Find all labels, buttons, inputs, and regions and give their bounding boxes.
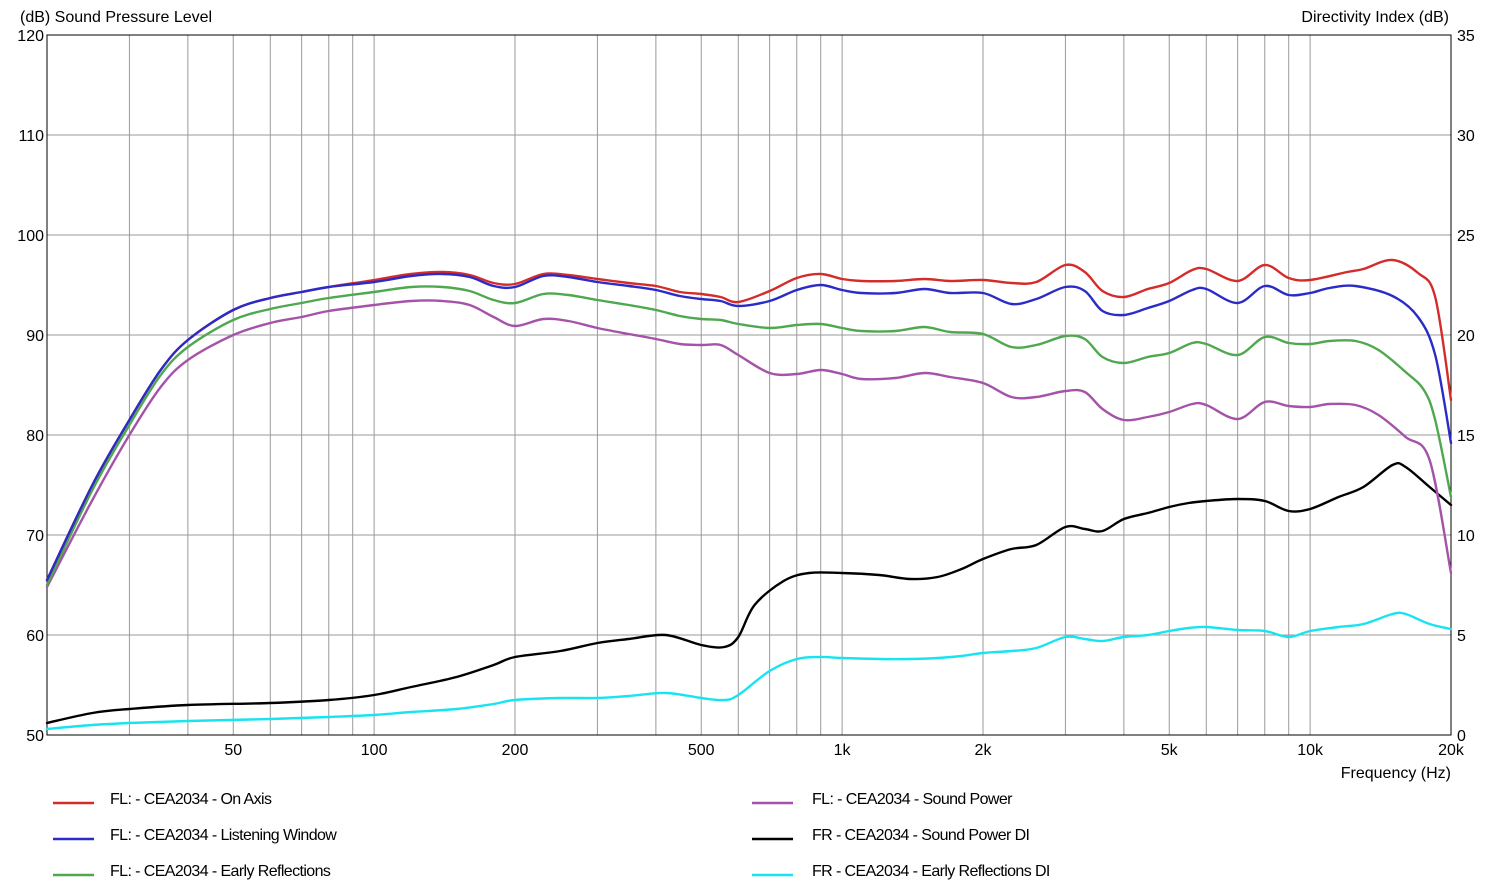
y-left-tick-label: 110	[18, 128, 44, 145]
legend-label: FL: - CEA2034 - Listening Window	[110, 827, 337, 844]
series-line-3	[45, 299, 1453, 589]
series-line-4	[45, 462, 1453, 725]
y-right-tick-label: 25	[1457, 228, 1475, 245]
series-line-2	[45, 285, 1453, 587]
y-right-tick-label: 35	[1457, 28, 1475, 45]
y-left-tick-label: 100	[17, 228, 44, 245]
y-right-tick-label: 15	[1457, 428, 1475, 445]
y-left-tick-label: 90	[26, 328, 44, 345]
y-left-tick-label: 120	[17, 28, 44, 45]
x-tick-label: 50	[224, 742, 242, 759]
legend: FL: - CEA2034 - On Axis FL: - CEA2034 - L…	[53, 791, 1050, 880]
x-tick-label: 500	[688, 742, 715, 759]
x-tick-label: 20k	[1438, 742, 1465, 759]
plot-frame	[46, 34, 1452, 736]
y-left-axis-label: (dB) Sound Pressure Level	[20, 9, 212, 26]
legend-label: FL: - CEA2034 - On Axis	[110, 791, 272, 808]
x-tick-label: 10k	[1297, 742, 1324, 759]
series-line-5	[45, 611, 1453, 731]
series-lines	[45, 258, 1453, 731]
x-tick-label: 1k	[834, 742, 852, 759]
x-tick-label: 5k	[1161, 742, 1179, 759]
y-left-tick-label: 60	[26, 628, 44, 645]
legend-label: FL: - CEA2034 - Sound Power	[812, 791, 1013, 808]
y-right-tick-label: 30	[1457, 128, 1475, 145]
y-right-tick-label: 0	[1457, 728, 1466, 745]
y-right-tick-label: 10	[1457, 528, 1475, 545]
x-axis-label: Frequency (Hz)	[1341, 765, 1451, 782]
x-tick-label: 100	[361, 742, 388, 759]
y-left-tick-label: 50	[26, 728, 44, 745]
x-tick-label: 200	[502, 742, 529, 759]
series-line-1	[45, 272, 1453, 582]
y-right-tick-label: 20	[1457, 328, 1475, 345]
y-right-axis-label: Directivity Index (dB)	[1301, 9, 1449, 26]
y-left-tick-label: 80	[26, 428, 44, 445]
legend-label: FR - CEA2034 - Early Reflections DI	[812, 863, 1050, 880]
y-left-tick-label: 70	[26, 528, 44, 545]
legend-label: FR - CEA2034 - Sound Power DI	[812, 827, 1029, 844]
x-tick-label: 2k	[975, 742, 993, 759]
tick-labels: 50 100 200 500 1k 2k 5k 10k 20k50607080901001101…	[17, 28, 1475, 759]
grid	[47, 35, 1451, 735]
y-right-tick-label: 5	[1457, 628, 1466, 645]
legend-label: FL: - CEA2034 - Early Reflections	[110, 863, 331, 880]
